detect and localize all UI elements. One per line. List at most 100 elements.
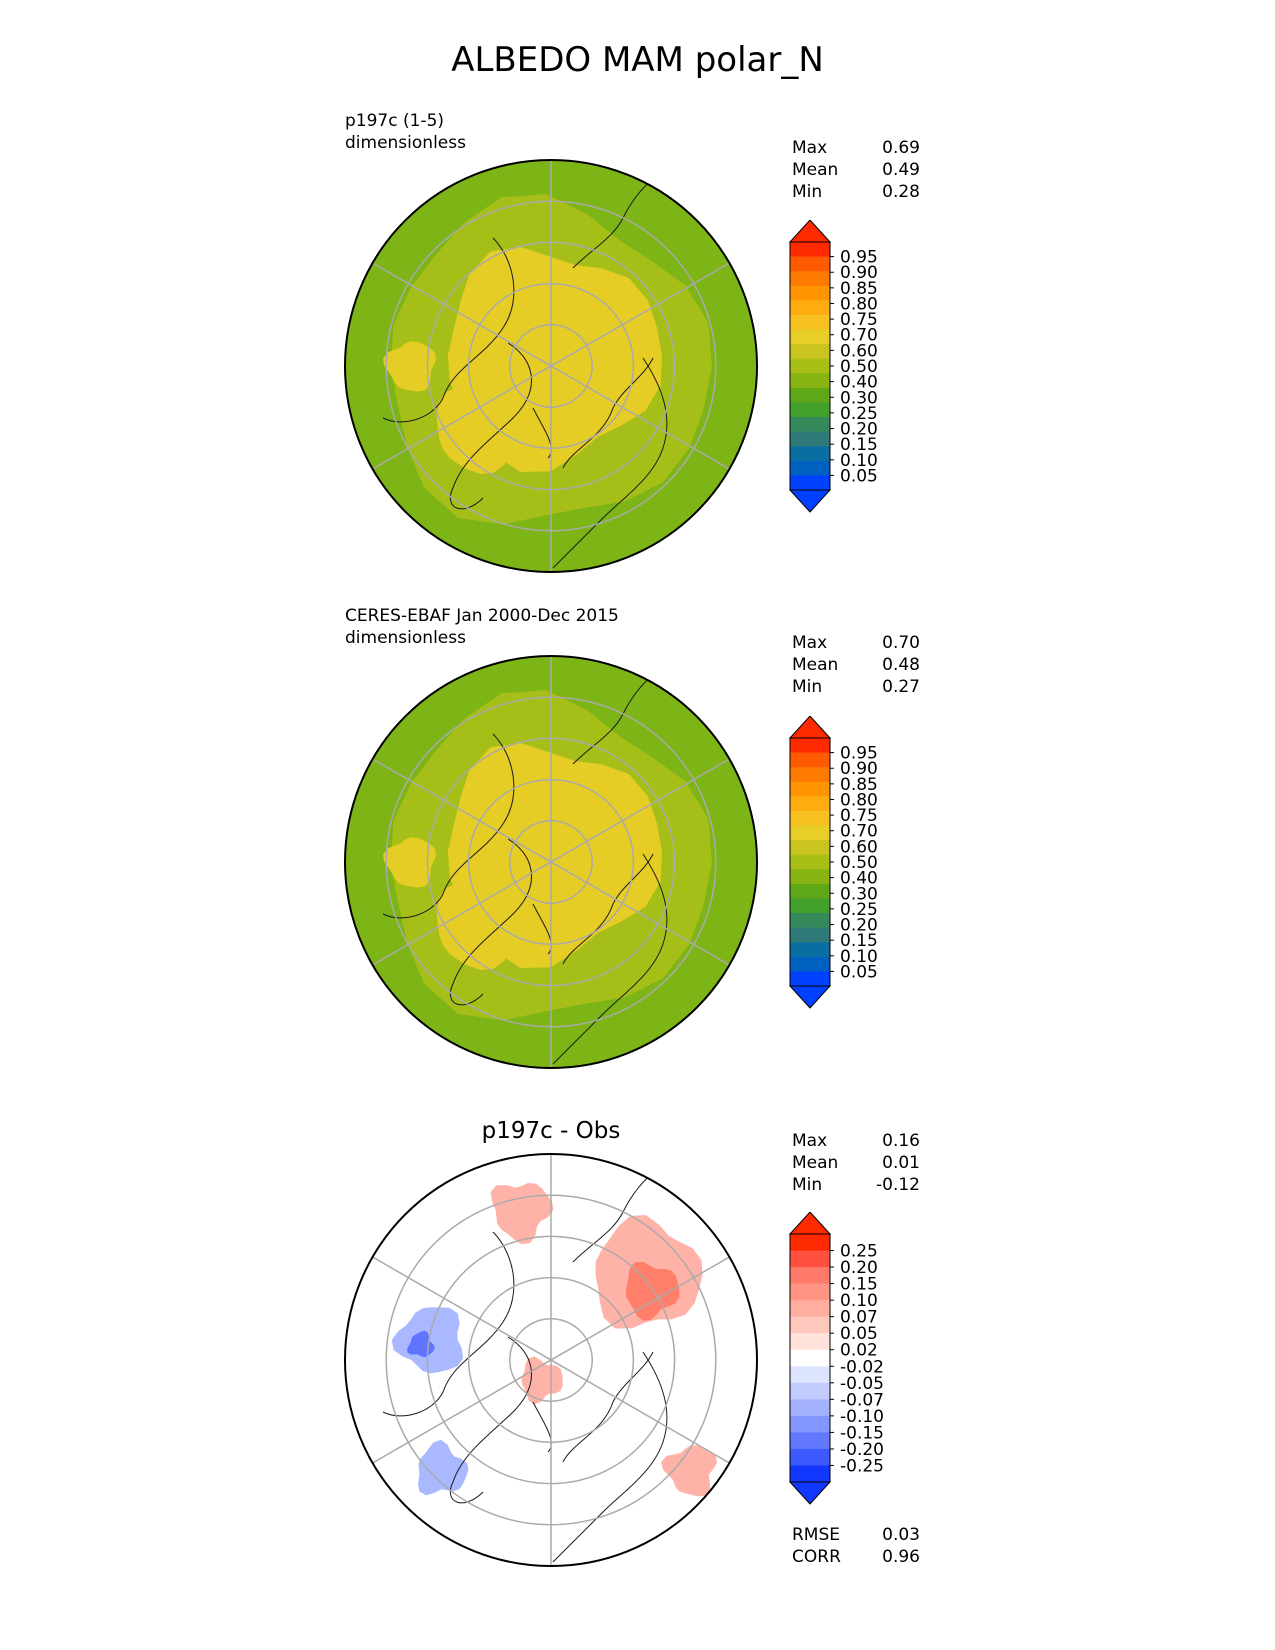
stat-min: Min -0.12 — [792, 1175, 920, 1195]
colorbar-segment — [790, 1448, 830, 1466]
colorbar-tick-label: -0.15 — [840, 1423, 884, 1443]
colorbar-segment — [790, 1465, 830, 1483]
colorbar-extend-top — [788, 716, 832, 739]
meridian-line — [372, 1374, 525, 1464]
obs-panel-label: CERES-EBAF Jan 2000-Dec 2015 dimensionle… — [345, 605, 619, 649]
obs-stats: Max 0.70 Mean 0.48 Min 0.27 — [792, 632, 920, 698]
colorbar-segment — [790, 1333, 830, 1351]
colorbar-tick-label: 0.95 — [840, 744, 878, 764]
colorbar-segment — [790, 927, 830, 943]
colorbar-segment — [790, 796, 830, 812]
colorbar-tick-label: 0.10 — [840, 451, 878, 471]
colorbar-tick-label: 0.70 — [840, 326, 878, 346]
colorbar-segment — [790, 1267, 830, 1285]
colorbar-tick-label: 0.15 — [840, 435, 878, 455]
colorbar-segment — [790, 431, 830, 447]
colorbar-tick-label: 0.80 — [840, 790, 878, 810]
map-boundary — [344, 159, 758, 573]
colorbar-tick-label: 0.50 — [840, 853, 878, 873]
colorbar-tick-label: 0.40 — [840, 373, 878, 393]
colorbar-segment — [790, 344, 830, 360]
colorbar-tick-label: 0.25 — [840, 1242, 878, 1262]
colorbar-segment — [790, 314, 830, 331]
colorbar-extend-top — [788, 220, 832, 243]
coastline — [382, 733, 515, 919]
meridian-line — [577, 262, 730, 352]
colorbar-tick-label: 0.70 — [840, 822, 878, 842]
meridian-line — [577, 380, 730, 470]
albedo-field-high — [383, 341, 437, 392]
colorbar-tick-label: 0.05 — [840, 962, 878, 982]
meridian-line — [372, 1256, 525, 1346]
colorbar-tick-label: 0.90 — [840, 759, 878, 779]
diff-field-positive — [521, 1356, 563, 1405]
albedo-field-high — [436, 878, 529, 970]
diff-panel-title: p197c - Obs — [481, 1118, 621, 1144]
colorbar-segment — [790, 942, 830, 958]
colorbar-tick-label: -0.07 — [840, 1390, 884, 1410]
stat-corr: CORR 0.96 — [792, 1547, 920, 1567]
stat-mean: Mean 0.48 — [792, 655, 920, 675]
coastline — [562, 1351, 654, 1463]
coastline — [562, 853, 654, 965]
colorbar-segment — [790, 300, 830, 316]
stat-max: Max 0.16 — [792, 1131, 920, 1151]
colorbar-segment — [790, 898, 830, 914]
coastline — [449, 1336, 532, 1504]
colorbar-tick-label: 0.60 — [840, 837, 878, 857]
colorbar-segment — [790, 402, 830, 418]
meridian-line — [577, 758, 730, 848]
colorbar-tick-label: 0.25 — [840, 404, 878, 424]
colorbar-segment — [790, 1283, 830, 1301]
obs-polar-map — [344, 655, 758, 1069]
diff-stats: Max 0.16 Mean 0.01 Min -0.12 — [792, 1130, 920, 1196]
colorbar-tick-label: 0.20 — [840, 420, 878, 440]
colorbar-extend-bottom — [788, 985, 832, 1009]
colorbar-segment — [790, 767, 830, 783]
colorbar-segment — [790, 1300, 830, 1318]
stat-max: Max 0.70 — [792, 633, 920, 653]
colorbar-tick-label: 0.20 — [840, 916, 878, 936]
colorbar-tick-label: 0.15 — [840, 931, 878, 951]
colorbar-tick-label: -0.02 — [840, 1357, 884, 1377]
colorbar-tick-label: 0.85 — [840, 775, 878, 795]
stat-min: Min 0.28 — [792, 182, 920, 202]
colorbar-segment — [790, 1316, 830, 1334]
colorbar-tick-label: 0.20 — [840, 1258, 878, 1278]
colorbar-tick-label: 0.40 — [840, 869, 878, 889]
colorbar-segment — [790, 854, 830, 870]
figure-title: ALBEDO MAM polar_N — [451, 40, 824, 80]
diff-field-negative — [418, 1439, 469, 1496]
colorbar-tick-label: 0.05 — [840, 466, 878, 486]
coastline — [552, 1351, 668, 1563]
colorbar-segment — [790, 1366, 830, 1384]
diff-colorbar: 0.250.200.150.100.070.050.02-0.02-0.05-0… — [788, 1212, 884, 1505]
colorbar-tick-label: -0.20 — [840, 1440, 884, 1460]
colorbar-segment — [790, 883, 830, 899]
coastline — [449, 838, 532, 1006]
obs-units: dimensionless — [345, 628, 466, 648]
stat-mean: Mean 0.01 — [792, 1153, 920, 1173]
colorbar-tick-label: 0.50 — [840, 357, 878, 377]
obs-name: CERES-EBAF Jan 2000-Dec 2015 — [345, 606, 619, 626]
meridian-line — [372, 876, 525, 966]
model-stats: Max 0.69 Mean 0.49 Min 0.28 — [792, 137, 920, 203]
meridian-line — [577, 1374, 730, 1464]
model-colorbar: 0.950.900.850.800.750.700.600.500.400.30… — [788, 220, 878, 513]
meridian-line — [523, 1343, 579, 1377]
meridian-line — [577, 876, 730, 966]
colorbar-tick-label: 0.10 — [840, 947, 878, 967]
colorbar-segment — [790, 1399, 830, 1417]
model-units: dimensionless — [345, 133, 466, 153]
coastline — [552, 853, 668, 1065]
meridian-line — [523, 845, 579, 879]
colorbar-extend-top — [788, 1212, 832, 1235]
colorbar-tick-label: 0.75 — [840, 806, 878, 826]
colorbar-tick-label: 0.80 — [840, 294, 878, 314]
colorbar-segment — [790, 1234, 830, 1252]
colorbar-segment — [790, 1382, 830, 1400]
colorbar-segment — [790, 256, 830, 272]
colorbar-tick-label: -0.25 — [840, 1456, 884, 1476]
colorbar-segment — [790, 358, 830, 374]
map-boundary — [344, 655, 758, 1069]
